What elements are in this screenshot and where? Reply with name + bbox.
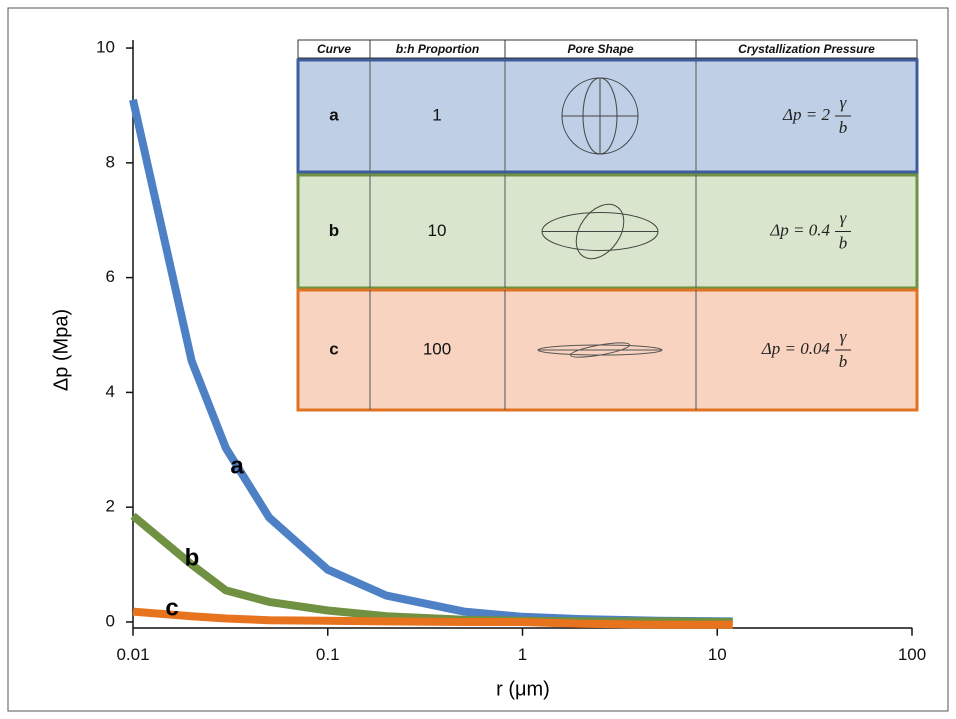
proportion-cell: 1	[432, 105, 441, 124]
curve-label: c	[165, 594, 178, 621]
x-axis-label: r (μm)	[496, 678, 550, 700]
pore-shape	[537, 342, 663, 358]
inset-table: Curve b:h Proportion Pore Shape Crystalliza…	[296, 39, 919, 412]
formula-denominator: b	[839, 118, 848, 137]
column-header: Pore Shape	[567, 42, 633, 56]
formula-numerator: γ	[840, 208, 848, 227]
curve-label: b	[185, 544, 200, 571]
x-tick-label: 10	[708, 645, 727, 664]
x-tick-label: 100	[898, 645, 926, 664]
curve-cell: b	[329, 221, 339, 240]
formula-denominator: b	[839, 352, 848, 371]
formula-numerator: γ	[840, 93, 848, 112]
formula: Δp = 2	[782, 105, 830, 124]
curve-cell: a	[329, 105, 339, 124]
curve-label: a	[230, 452, 244, 479]
x-tick-label: 0.1	[316, 645, 340, 664]
proportion-cell: 10	[428, 221, 447, 240]
y-tick-label: 2	[106, 497, 115, 516]
y-axis-label: Δp (Mpa)	[50, 309, 72, 391]
y-tick-label: 10	[96, 38, 115, 57]
y-tick-label: 8	[106, 152, 115, 171]
formula: Δp = 0.4	[769, 220, 830, 239]
x-tick-label: 1	[518, 645, 527, 664]
header-row	[297, 39, 918, 59]
series-line	[132, 607, 733, 629]
y-tick-label: 6	[106, 267, 115, 286]
formula: Δp = 0.04	[761, 339, 831, 358]
column-header: b:h Proportion	[396, 42, 479, 56]
pore-shape	[541, 203, 659, 260]
column-header: Curve	[317, 42, 351, 56]
x-tick-label: 0.01	[116, 645, 149, 664]
column-header: Crystallization Pressure	[738, 42, 875, 56]
y-tick-label: 0	[106, 611, 115, 630]
pore-shape	[561, 77, 639, 155]
formula-denominator: b	[839, 233, 848, 252]
proportion-cell: 100	[423, 339, 451, 358]
curve-cell: c	[329, 339, 338, 358]
formula-numerator: γ	[840, 327, 848, 346]
y-tick-label: 4	[106, 382, 115, 401]
